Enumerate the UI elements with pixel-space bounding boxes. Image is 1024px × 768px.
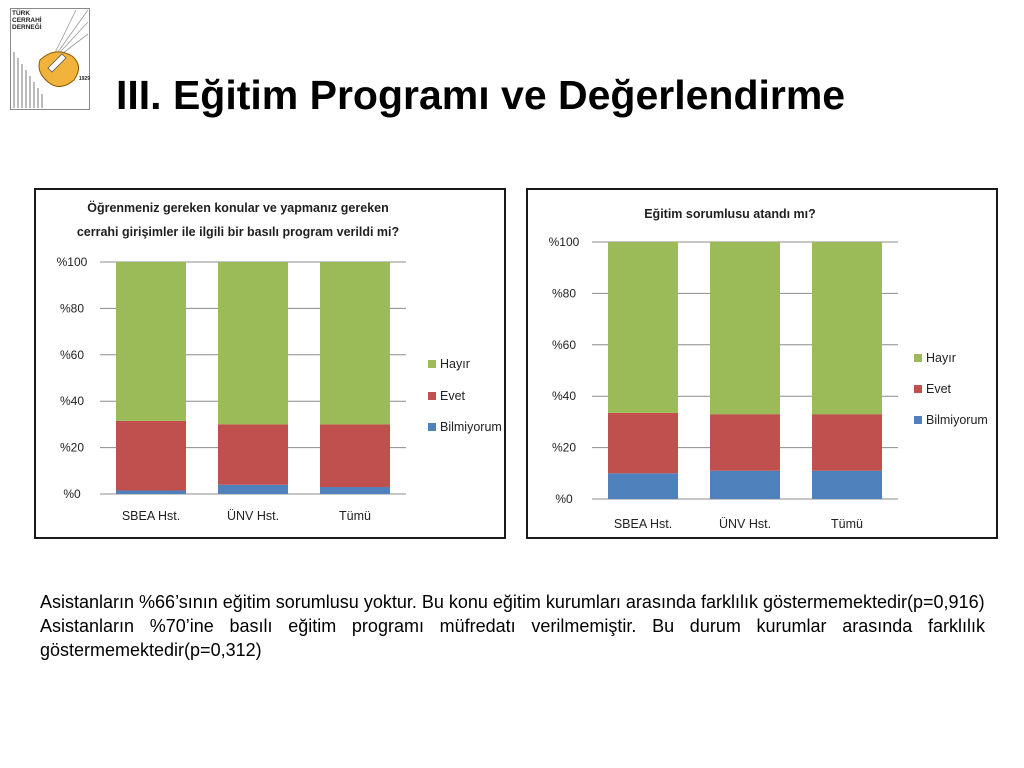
y-tick-label: %20 bbox=[60, 441, 84, 455]
bar-bilmiyorum bbox=[812, 470, 882, 499]
y-tick-label: %0 bbox=[555, 492, 573, 506]
bar-evet bbox=[710, 414, 780, 471]
body-paragraph: Asistanların %70’ine basılı eğitim progr… bbox=[40, 616, 985, 660]
logo-graphic bbox=[10, 8, 90, 110]
x-tick-label: Tümü bbox=[831, 517, 863, 531]
legend-swatch bbox=[428, 423, 436, 431]
logo: TÜRK CERRAHİ DERNEĞİ 1929 bbox=[10, 8, 90, 110]
bar-bilmiyorum bbox=[116, 490, 186, 494]
bar-hayr bbox=[218, 262, 288, 425]
y-tick-label: %60 bbox=[552, 338, 576, 352]
chart-title: cerrahi girişimler ile ilgili bir basılı… bbox=[77, 225, 399, 239]
legend-label: Hayır bbox=[440, 357, 470, 371]
chart-printed-program: Öğrenmeniz gereken konular ve yapmanız g… bbox=[34, 188, 506, 539]
chart-title: Eğitim sorumlusu atandı mı? bbox=[644, 207, 816, 221]
bar-bilmiyorum bbox=[320, 487, 390, 494]
y-tick-label: %0 bbox=[63, 487, 81, 501]
slide-title: III. Eğitim Programı ve Değerlendirme bbox=[116, 72, 846, 118]
legend-label: Evet bbox=[926, 382, 952, 396]
x-tick-label: SBEA Hst. bbox=[614, 517, 672, 531]
bar-hayr bbox=[116, 262, 186, 421]
bar-bilmiyorum bbox=[608, 473, 678, 499]
bar-hayr bbox=[320, 262, 390, 425]
logo-text-line: DERNEĞİ bbox=[12, 24, 42, 31]
y-tick-label: %40 bbox=[552, 389, 576, 403]
legend-swatch bbox=[428, 392, 436, 400]
body-paragraph: Asistanların %66’sının eğitim sorumlusu … bbox=[40, 592, 985, 612]
logo-text-line: CERRAHİ bbox=[12, 17, 42, 24]
chart-training-supervisor: Eğitim sorumlusu atandı mı? %0 %20 %40 %60 %8… bbox=[526, 188, 998, 539]
legend-swatch bbox=[428, 360, 436, 368]
legend-swatch bbox=[914, 416, 922, 424]
legend-swatch bbox=[914, 354, 922, 362]
legend-label: Evet bbox=[440, 389, 466, 403]
chart-printed-program-svg: Öğrenmeniz gereken konular ve yapmanız g… bbox=[57, 200, 502, 523]
chart-title: Öğrenmeniz gereken konular ve yapmanız g… bbox=[87, 200, 389, 215]
y-tick-label: %100 bbox=[57, 255, 88, 269]
bar-hayr bbox=[608, 242, 678, 413]
bar-bilmiyorum bbox=[218, 484, 288, 494]
y-tick-label: %40 bbox=[60, 394, 84, 408]
x-tick-label: ÜNV Hst. bbox=[719, 517, 771, 531]
y-tick-label: %100 bbox=[549, 235, 580, 249]
chart-training-supervisor-svg: Eğitim sorumlusu atandı mı? %0 %20 %40 %60 %8… bbox=[549, 207, 988, 531]
x-tick-label: ÜNV Hst. bbox=[227, 509, 279, 523]
legend-label: Bilmiyorum bbox=[440, 420, 502, 434]
legend-swatch bbox=[914, 385, 922, 393]
y-tick-label: %80 bbox=[60, 301, 84, 315]
logo-year: 1929 bbox=[78, 76, 90, 82]
bar-bilmiyorum bbox=[710, 470, 780, 499]
logo-text-line: TÜRK bbox=[12, 10, 31, 17]
legend-label: Hayır bbox=[926, 351, 956, 365]
x-tick-label: SBEA Hst. bbox=[122, 509, 180, 523]
y-tick-label: %80 bbox=[552, 286, 576, 300]
bar-hayr bbox=[710, 242, 780, 415]
y-tick-label: %20 bbox=[552, 441, 576, 455]
legend-label: Bilmiyorum bbox=[926, 413, 988, 427]
y-tick-label: %60 bbox=[60, 348, 84, 362]
body-text: Asistanların %66’sının eğitim sorumlusu … bbox=[40, 590, 985, 662]
bar-hayr bbox=[812, 242, 882, 415]
bar-evet bbox=[812, 414, 882, 471]
bar-evet bbox=[116, 420, 186, 491]
bar-evet bbox=[218, 424, 288, 485]
bar-evet bbox=[608, 412, 678, 474]
x-tick-label: Tümü bbox=[339, 509, 371, 523]
bar-evet bbox=[320, 424, 390, 488]
